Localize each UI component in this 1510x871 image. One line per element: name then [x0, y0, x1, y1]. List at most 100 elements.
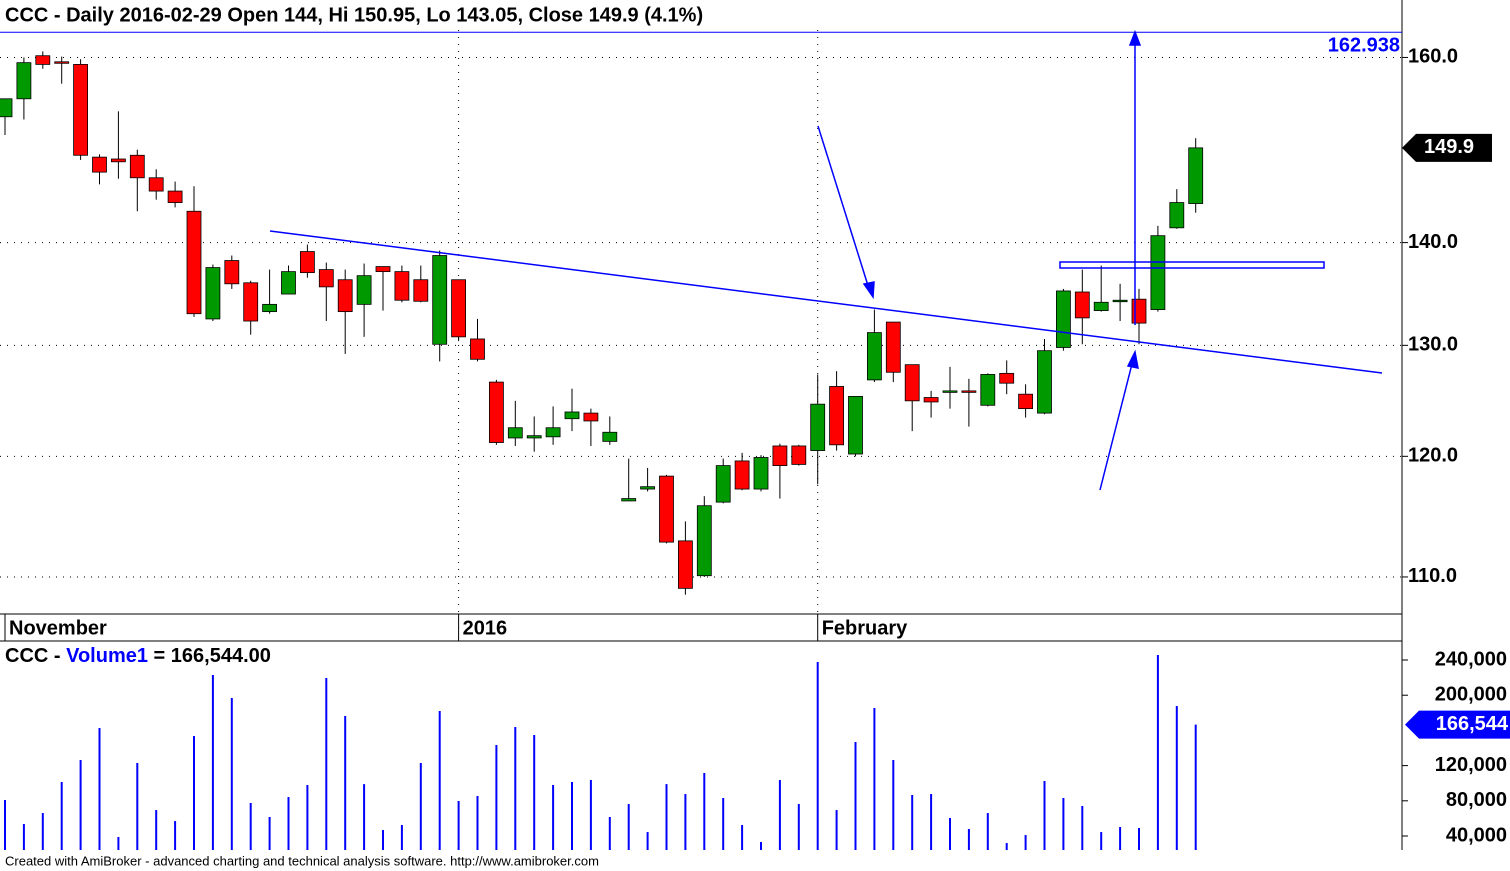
arrow-head: [1126, 349, 1139, 369]
candle-body: [0, 98, 13, 118]
x-tick-label: February: [822, 617, 908, 639]
candle-body: [507, 427, 523, 439]
last-price-marker: [1402, 133, 1492, 162]
candle-body: [526, 435, 542, 439]
candle-body: [659, 475, 674, 543]
candle-body: [54, 61, 70, 64]
candle-body: [432, 255, 448, 345]
candle-body: [356, 275, 372, 305]
candle-body: [337, 279, 353, 313]
candle-body: [1150, 235, 1166, 310]
candle-body: [885, 321, 901, 373]
candle-body: [205, 267, 221, 320]
candle-body: [451, 279, 467, 338]
y-tick-label: 110.0: [1408, 565, 1457, 587]
last-price-label: 149.9: [1424, 136, 1474, 158]
x-tick-label: November: [9, 617, 107, 639]
candle-body: [583, 412, 599, 422]
candle-body: [299, 251, 315, 274]
y-tick-label: 130.0: [1408, 334, 1458, 356]
candle-body: [1169, 202, 1185, 229]
candle-body: [243, 282, 259, 322]
candle-body: [148, 177, 164, 192]
candle-body: [621, 498, 637, 502]
y-tick-label: 240,000: [1435, 648, 1507, 670]
candle-body: [1093, 301, 1109, 311]
grid-layer: [0, 30, 1402, 614]
arrow-head: [862, 281, 875, 300]
candle-body: [810, 403, 826, 451]
candle-body: [92, 156, 107, 173]
candle-body: [16, 62, 32, 100]
candle-body: [1056, 290, 1071, 348]
marks-layer: [0, 51, 1204, 850]
arrow-head: [1128, 29, 1142, 46]
title-box: [0, 0, 843, 30]
x-tick-label: 2016: [463, 617, 508, 639]
candle-body: [375, 266, 391, 273]
legend-prefix: CCC -: [5, 645, 61, 667]
candle-body: [867, 332, 882, 381]
candle-body: [111, 158, 126, 163]
legend-series: Volume1: [66, 645, 148, 667]
candle-body: [545, 427, 561, 438]
candle-body: [696, 505, 712, 577]
candle-body: [678, 540, 693, 589]
candle-body: [262, 303, 278, 313]
candle-body: [488, 381, 504, 443]
candle-body: [1074, 291, 1090, 319]
candle-body: [715, 465, 731, 503]
candle-body: [1112, 299, 1128, 303]
y-tick-label: 160.0: [1408, 46, 1458, 68]
candle-body: [413, 279, 429, 302]
candle-body: [564, 411, 580, 420]
target-label: 162.938: [1328, 35, 1400, 57]
candle-body: [35, 55, 51, 65]
candle-body: [318, 269, 334, 288]
candle-body: [1188, 147, 1204, 204]
candle-body: [602, 431, 618, 442]
candle-body: [961, 390, 977, 393]
y-tick-label: 120,000: [1435, 754, 1507, 776]
volume-legend: CCC - Volume1 = 166,544.00: [5, 645, 271, 667]
last-volume-label: 166,544: [1436, 713, 1509, 735]
candle-body: [923, 397, 939, 403]
candle-body: [904, 364, 920, 402]
candle-body: [224, 260, 240, 285]
annotations: [269, 29, 1383, 491]
legend-value: = 166,544.00: [154, 645, 271, 667]
candle-body: [734, 460, 750, 490]
candle-body: [1018, 393, 1033, 410]
footer: Created with AmiBroker - advanced charti…: [5, 853, 599, 868]
candle-body: [186, 210, 202, 315]
arrow: [817, 125, 871, 293]
trendline: [269, 230, 1383, 374]
candle-body: [848, 395, 863, 455]
candle-body: [753, 457, 769, 490]
candle-body: [281, 271, 296, 295]
y-tick-label: 80,000: [1446, 789, 1507, 811]
candle-body: [394, 271, 410, 301]
candle-body: [1131, 298, 1147, 324]
candle-body: [167, 190, 183, 203]
box: [1059, 261, 1325, 269]
candle-body: [942, 390, 958, 393]
y-tick-label: 200,000: [1435, 683, 1507, 705]
candle-body: [791, 445, 807, 465]
candle-body: [999, 372, 1015, 384]
y-tick-label: 120.0: [1408, 445, 1458, 467]
candle-body: [980, 374, 996, 406]
last-volume-marker: [1405, 710, 1510, 739]
candle-body: [129, 154, 145, 179]
candle-body: [772, 445, 788, 466]
candle-body: [470, 338, 485, 360]
y-tick-label: 40,000: [1446, 824, 1507, 846]
candle-body: [73, 64, 88, 156]
chart-title: CCC - Daily 2016-02-29 Open 144, Hi 150.…: [5, 4, 703, 26]
candle-body: [640, 486, 655, 490]
candle-body: [829, 386, 844, 446]
arrow: [1099, 359, 1134, 491]
candle-body: [1037, 350, 1052, 414]
